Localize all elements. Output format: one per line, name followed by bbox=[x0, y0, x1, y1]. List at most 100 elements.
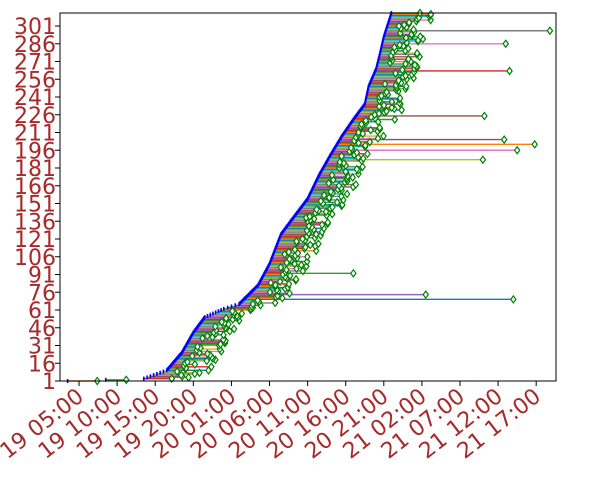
end-marker bbox=[349, 268, 357, 278]
end-marker bbox=[513, 145, 521, 155]
end-marker bbox=[283, 265, 290, 275]
end-marker bbox=[249, 299, 257, 309]
y-tick-label: 181 bbox=[14, 157, 56, 182]
end-marker bbox=[328, 209, 336, 219]
end-marker bbox=[383, 87, 391, 97]
end-marker bbox=[191, 369, 199, 379]
end-marker bbox=[285, 279, 293, 289]
end-marker bbox=[329, 202, 336, 212]
end-marker bbox=[292, 274, 300, 284]
end-marker bbox=[272, 280, 279, 290]
end-marker bbox=[328, 170, 336, 180]
end-marker bbox=[286, 254, 293, 264]
end-marker bbox=[184, 357, 191, 367]
end-marker bbox=[324, 217, 332, 227]
y-tick-label: 136 bbox=[14, 210, 56, 235]
end-marker bbox=[325, 178, 333, 188]
end-marker bbox=[188, 351, 196, 361]
interval-markers bbox=[66, 8, 554, 386]
end-marker bbox=[168, 374, 176, 384]
end-marker bbox=[422, 290, 430, 300]
end-marker bbox=[366, 137, 374, 147]
end-marker bbox=[335, 181, 343, 191]
end-marker bbox=[395, 75, 403, 85]
end-marker bbox=[481, 111, 488, 121]
end-marker bbox=[122, 375, 130, 385]
end-marker bbox=[388, 97, 396, 107]
end-marker bbox=[367, 125, 375, 135]
end-marker bbox=[336, 157, 344, 167]
end-marker bbox=[303, 252, 311, 262]
y-tick-label: 241 bbox=[14, 86, 56, 111]
end-marker bbox=[338, 151, 345, 161]
end-marker bbox=[238, 309, 246, 319]
end-marker bbox=[402, 33, 410, 43]
end-marker bbox=[355, 128, 362, 138]
end-marker bbox=[353, 148, 361, 158]
y-tick-label: 121 bbox=[14, 228, 56, 253]
y-tick-label: 286 bbox=[14, 33, 56, 58]
y-tick-label: 166 bbox=[14, 175, 56, 200]
y-tick-label: 256 bbox=[14, 68, 56, 93]
end-marker bbox=[278, 293, 286, 303]
end-marker bbox=[347, 143, 355, 153]
end-marker bbox=[325, 193, 333, 203]
end-marker bbox=[479, 155, 487, 165]
end-marker bbox=[327, 187, 335, 197]
y-tick-label: 76 bbox=[28, 281, 56, 306]
end-marker bbox=[203, 356, 211, 366]
end-marker bbox=[306, 240, 314, 250]
end-marker bbox=[222, 313, 230, 323]
end-marker bbox=[194, 342, 201, 352]
end-marker bbox=[411, 60, 419, 70]
end-marker bbox=[391, 114, 399, 125]
end-marker bbox=[413, 48, 421, 58]
end-marker bbox=[191, 359, 199, 369]
y-tick-label: 196 bbox=[14, 139, 56, 164]
end-marker bbox=[313, 204, 320, 214]
end-marker bbox=[317, 196, 325, 206]
end-marker bbox=[220, 335, 227, 345]
end-marker bbox=[218, 317, 226, 327]
end-marker bbox=[395, 21, 403, 31]
end-marker bbox=[254, 296, 262, 306]
end-marker bbox=[398, 65, 406, 75]
end-marker bbox=[396, 40, 404, 50]
end-marker bbox=[204, 349, 211, 359]
end-marker bbox=[398, 105, 406, 115]
end-marker bbox=[343, 189, 351, 199]
end-marker bbox=[306, 212, 314, 222]
end-marker bbox=[277, 262, 285, 272]
end-marker bbox=[302, 242, 309, 252]
end-marker bbox=[276, 277, 284, 287]
end-marker bbox=[388, 103, 396, 113]
end-marker bbox=[303, 256, 311, 266]
end-marker bbox=[285, 247, 293, 257]
end-marker bbox=[416, 32, 424, 42]
end-marker bbox=[177, 370, 185, 380]
end-marker bbox=[267, 278, 275, 288]
end-marker bbox=[500, 135, 508, 145]
end-marker bbox=[402, 59, 409, 69]
y-tick-label: 301 bbox=[14, 15, 56, 40]
end-marker bbox=[509, 294, 517, 304]
end-marker bbox=[297, 260, 305, 270]
end-marker bbox=[322, 207, 330, 217]
end-marker bbox=[392, 68, 399, 78]
y-tick-label: 211 bbox=[14, 122, 56, 147]
end-marker bbox=[203, 331, 211, 341]
end-marker bbox=[352, 180, 360, 190]
end-marker bbox=[271, 298, 279, 308]
end-marker bbox=[299, 234, 306, 244]
end-marker bbox=[318, 220, 326, 230]
end-marker bbox=[211, 322, 219, 332]
y-tick-label: 61 bbox=[28, 299, 56, 324]
end-marker bbox=[355, 138, 362, 148]
end-marker bbox=[208, 362, 215, 372]
end-marker bbox=[402, 71, 409, 81]
end-marker bbox=[293, 236, 300, 246]
end-marker bbox=[361, 141, 369, 151]
end-marker bbox=[390, 42, 398, 52]
